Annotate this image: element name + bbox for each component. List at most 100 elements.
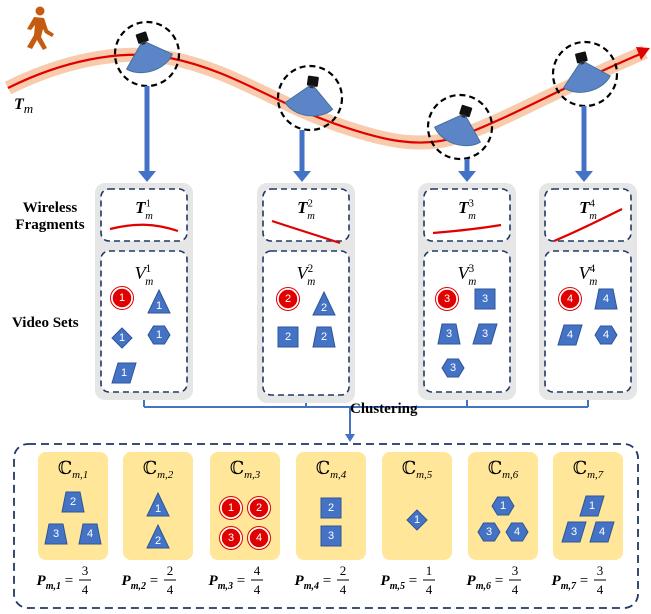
camera-icon	[125, 31, 173, 74]
cluster-probability: Pm,4 = 2 4	[295, 563, 349, 597]
video-set-label: V2 m	[297, 263, 316, 288]
wireless-fragment-box: T4 m	[544, 188, 632, 243]
shape-label: 3	[450, 362, 456, 374]
video-item-trapezoid-4: 4	[594, 288, 618, 310]
wireless-fragment-box: T1 m	[100, 188, 188, 242]
camera-2	[276, 64, 344, 132]
video-set-box: V3 m 3 3 3 3 3	[423, 250, 511, 393]
cluster-probability: Pm,1 = 3 4	[37, 563, 91, 597]
video-set-label: V1 m	[135, 263, 154, 288]
clustering-label: Clustering	[350, 401, 418, 417]
cluster-item-trapezoid-2: 2	[61, 491, 85, 513]
fragment-curve	[553, 208, 623, 243]
shape-label: 1	[156, 300, 162, 312]
trajectory-glow	[4, 45, 648, 150]
trajectory-label: Tm	[14, 96, 34, 116]
shape-label: 1	[156, 329, 162, 341]
shape-label: 4	[256, 532, 262, 544]
shape-label: 1	[500, 500, 506, 512]
cluster-item-parallelogram-4: 4	[589, 521, 615, 543]
cluster-item-hexagon-1: 1	[491, 496, 515, 516]
svg-text:Pm,3: Pm,3	[209, 573, 233, 592]
video-item-triangle-1: 1	[147, 288, 171, 314]
cluster-item-triangle-2: 2	[146, 523, 170, 549]
camera-panel-4: T4 m V4 m 4 4 4 4	[539, 183, 637, 400]
svg-text:Pm,1: Pm,1	[37, 573, 61, 592]
probability-numerator: 4	[254, 563, 261, 578]
shape-label: 2	[285, 293, 291, 305]
coverage-circle	[426, 93, 494, 161]
cluster-probability: Pm,7 = 3 4	[552, 563, 606, 597]
video-set-box: V4 m 4 4 4 4	[544, 250, 632, 393]
shape-label: 2	[321, 331, 327, 343]
shape-label: 2	[256, 502, 262, 514]
shape-label: 4	[603, 329, 609, 341]
shape-label: 4	[567, 329, 573, 341]
cluster-title: ℂm,7	[573, 458, 604, 481]
shape-label: 3	[228, 532, 234, 544]
shape-label: 2	[328, 502, 334, 514]
wireless-fragments-label: Wireless Fragments	[10, 200, 90, 234]
video-item-hexagon-3: 3	[441, 358, 465, 378]
cluster-probability: Pm,5 = 1 4	[381, 563, 435, 597]
shape-label: 3	[482, 293, 488, 305]
probability-denominator: 4	[426, 582, 433, 597]
wireless-fragment-box: T2 m	[262, 188, 350, 245]
cluster-2: ℂm,2 1 2	[123, 452, 193, 560]
video-set-label: V3 m	[458, 263, 477, 288]
shape-label: 1	[589, 500, 595, 512]
shape-label: 4	[514, 526, 520, 538]
cluster-title: ℂm,4	[316, 458, 347, 481]
coverage-circle	[276, 64, 344, 132]
video-item-hexagon-1: 1	[147, 325, 171, 345]
video-item-square-2: 2	[277, 326, 299, 348]
fragment-label: T3 m	[458, 198, 476, 222]
svg-text:Pm,7: Pm,7	[552, 573, 577, 592]
video-item-square-3: 3	[474, 288, 496, 310]
shape-label: 4	[567, 293, 573, 305]
arrowhead	[575, 171, 593, 182]
cluster-title: ℂm,2	[143, 458, 174, 481]
shape-label: 2	[155, 535, 161, 547]
video-item-circle-3: 3	[435, 287, 459, 311]
arrowhead	[458, 171, 476, 182]
svg-text:=: =	[150, 573, 158, 589]
shape-label: 4	[603, 293, 609, 305]
fragment-curve	[432, 223, 502, 235]
cluster-item-trapezoid-4: 4	[78, 523, 102, 545]
shape-label: 2	[70, 496, 76, 508]
camera-panel-3: T3 m V3 m 3 3 3 3 3	[418, 183, 516, 400]
camera-4	[551, 40, 619, 108]
wireless-label-line2: Fragments	[15, 217, 85, 233]
shape-label: 3	[53, 528, 59, 540]
camera-icon	[434, 104, 482, 147]
probability-denominator: 4	[167, 582, 174, 597]
camera-icon	[284, 75, 334, 117]
cluster-item-trapezoid-3: 3	[44, 523, 68, 545]
video-item-trapezoid-3: 3	[437, 323, 461, 345]
trajectory-arrowhead	[636, 47, 650, 60]
fragment-curve	[109, 223, 179, 233]
video-item-circle-2: 2	[276, 287, 300, 311]
svg-text:=: =	[580, 573, 588, 589]
probability-numerator: 3	[597, 563, 604, 578]
camera-panel-2: T2 m V2 m 2 2 2 2	[257, 183, 355, 403]
arrowhead	[138, 171, 156, 182]
video-item-circle-4: 4	[558, 287, 582, 311]
svg-text:Pm,2: Pm,2	[122, 573, 146, 592]
probability-denominator: 4	[512, 582, 519, 597]
cluster-5: ℂm,5 1	[382, 452, 452, 560]
shape-label: 2	[321, 302, 327, 314]
video-item-parallelogram-4: 4	[557, 324, 583, 346]
cluster-title: ℂm,3	[230, 458, 261, 481]
shape-label: 3	[444, 293, 450, 305]
cluster-4: ℂm,4 2 3	[296, 452, 366, 560]
pedestrian-icon	[27, 6, 54, 50]
video-item-hexagon-4: 4	[594, 325, 618, 345]
camera-3	[426, 93, 494, 161]
cluster-probability: Pm,6 = 3 4	[467, 563, 521, 597]
probability-denominator: 4	[82, 582, 89, 597]
cluster-item-triangle-1: 1	[146, 491, 170, 517]
